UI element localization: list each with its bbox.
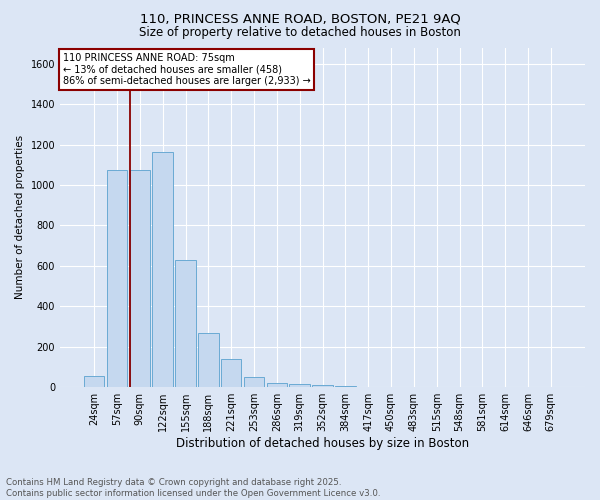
Text: 110 PRINCESS ANNE ROAD: 75sqm
← 13% of detached houses are smaller (458)
86% of : 110 PRINCESS ANNE ROAD: 75sqm ← 13% of d… (62, 52, 310, 86)
Y-axis label: Number of detached properties: Number of detached properties (15, 136, 25, 300)
Bar (107, 170, 127, 387)
Text: 110, PRINCESS ANNE ROAD, BOSTON, PE21 9AQ: 110, PRINCESS ANNE ROAD, BOSTON, PE21 9A… (140, 12, 460, 26)
Bar (175, 260, 196, 387)
Bar (221, 359, 241, 387)
Bar (289, 384, 310, 387)
Bar (84, 376, 104, 387)
Text: Contains HM Land Registry data © Crown copyright and database right 2025.
Contai: Contains HM Land Registry data © Crown c… (6, 478, 380, 498)
Bar (266, 383, 287, 387)
Bar (130, 170, 150, 387)
Bar (312, 385, 333, 387)
X-axis label: Distribution of detached houses by size in Boston: Distribution of detached houses by size … (176, 437, 469, 450)
Bar (244, 377, 264, 387)
Bar (198, 332, 218, 387)
Text: Size of property relative to detached houses in Boston: Size of property relative to detached ho… (139, 26, 461, 39)
Bar (335, 386, 356, 387)
Bar (152, 152, 173, 387)
